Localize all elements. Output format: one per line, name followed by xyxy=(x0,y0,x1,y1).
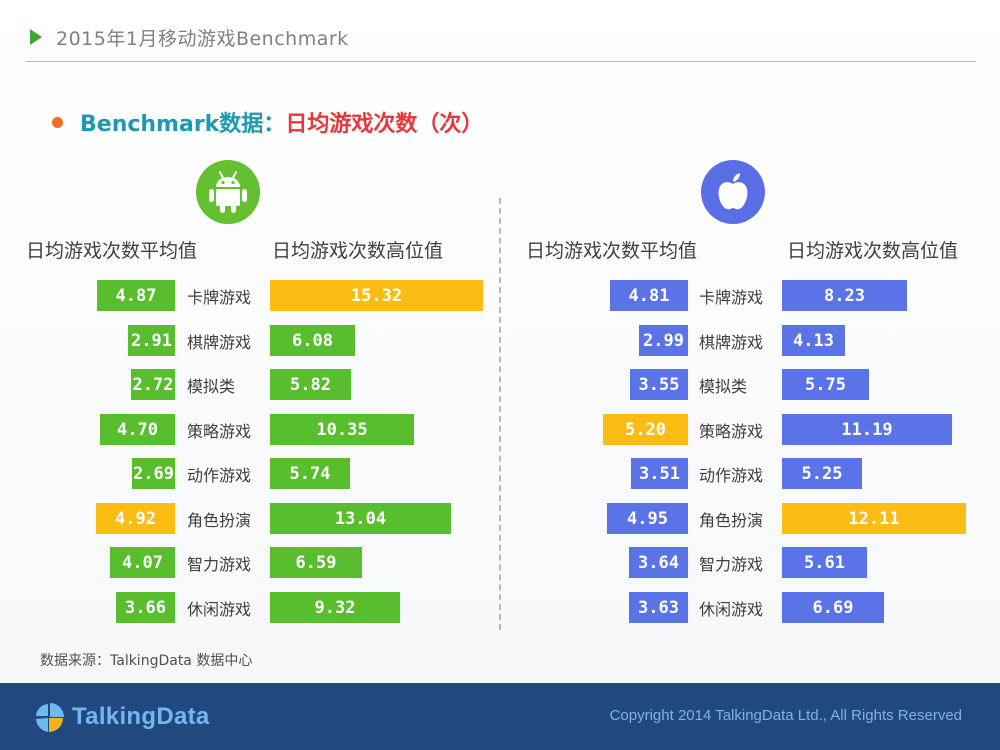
platform-divider xyxy=(499,198,501,630)
ios-high-bar: 8.23 xyxy=(782,280,907,311)
ios-average-bar: 3.55 xyxy=(630,369,688,400)
android-category-label: 策略游戏 xyxy=(187,421,252,441)
ios-high-bar: 5.25 xyxy=(782,458,862,489)
source-note: 数据来源：TalkingData 数据中心 xyxy=(40,653,253,669)
section-heading-prefix: Benchmark数据： xyxy=(80,112,286,137)
android-average-bar: 4.87 xyxy=(97,280,175,311)
android-average-bar: 4.70 xyxy=(100,414,175,445)
play-arrow-icon xyxy=(30,29,42,45)
android-high-bar: 15.32 xyxy=(270,280,483,311)
ios-average-bar: 5.20 xyxy=(603,414,688,445)
ios-average-header: 日均游戏次数平均值 xyxy=(526,240,698,262)
ios-category-label: 休闲游戏 xyxy=(699,599,764,619)
android-logo-icon xyxy=(196,160,260,224)
ios-high-bar: 4.13 xyxy=(782,325,845,356)
android-average-bar: 2.69 xyxy=(132,458,175,489)
title-row: 2015年1月移动游戏Benchmark xyxy=(30,22,349,52)
android-average-bar: 4.92 xyxy=(96,503,175,534)
ios-high-bar: 11.19 xyxy=(782,414,952,445)
section-heading: Benchmark数据： 日均游戏次数（次） xyxy=(52,106,483,138)
android-category-label: 智力游戏 xyxy=(187,554,252,574)
ios-high-bar: 5.75 xyxy=(782,369,869,400)
section-heading-metric: 日均游戏次数（次） xyxy=(285,112,484,137)
android-average-bar: 3.66 xyxy=(116,592,175,623)
ios-category-label: 角色扮演 xyxy=(699,510,764,530)
android-high-bar: 10.35 xyxy=(270,414,414,445)
ios-high-bar: 5.61 xyxy=(782,547,867,578)
android-high-bar: 9.32 xyxy=(270,592,400,623)
logo-text: TalkingData xyxy=(72,703,210,730)
ios-category-label: 智力游戏 xyxy=(699,554,764,574)
ios-category-label: 模拟类 xyxy=(699,376,748,396)
ios-average-bar: 3.51 xyxy=(631,458,688,489)
ios-average-bar: 2.99 xyxy=(639,325,688,356)
ios-category-label: 动作游戏 xyxy=(699,465,764,485)
ios-category-label: 卡牌游戏 xyxy=(699,287,764,307)
bullet-icon xyxy=(52,116,63,128)
apple-logo-icon xyxy=(701,160,765,224)
android-average-bar: 2.91 xyxy=(128,325,175,356)
android-high-bar: 6.08 xyxy=(270,325,355,356)
talkingdata-logo: TalkingData xyxy=(34,701,210,733)
ios-high-header: 日均游戏次数高位值 xyxy=(787,240,959,262)
android-average-bar: 2.72 xyxy=(131,369,175,400)
android-high-bar: 13.04 xyxy=(270,503,451,534)
ios-high-bar: 6.69 xyxy=(782,592,884,623)
ios-high-bar: 12.11 xyxy=(782,503,966,534)
android-average-header: 日均游戏次数平均值 xyxy=(26,240,198,262)
android-category-label: 动作游戏 xyxy=(187,465,252,485)
ios-average-bar: 4.95 xyxy=(607,503,688,534)
android-category-label: 模拟类 xyxy=(187,376,236,396)
ios-average-bar: 4.81 xyxy=(610,280,688,311)
android-category-label: 卡牌游戏 xyxy=(187,287,252,307)
title-divider xyxy=(26,61,976,62)
android-high-header: 日均游戏次数高位值 xyxy=(272,240,444,262)
talkingdata-pie-icon xyxy=(36,703,64,732)
android-high-bar: 5.74 xyxy=(270,458,350,489)
ios-category-label: 棋牌游戏 xyxy=(699,332,764,352)
android-high-bar: 5.82 xyxy=(270,369,351,400)
android-category-label: 角色扮演 xyxy=(187,510,252,530)
android-category-label: 休闲游戏 xyxy=(187,599,252,619)
footer-bar: TalkingData Copyright 2014 TalkingData L… xyxy=(0,683,1000,750)
android-average-bar: 4.07 xyxy=(110,547,175,578)
copyright-text: Copyright 2014 TalkingData Ltd., All Rig… xyxy=(609,707,962,724)
android-category-label: 棋牌游戏 xyxy=(187,332,252,352)
ios-average-bar: 3.64 xyxy=(629,547,688,578)
ios-average-bar: 3.63 xyxy=(629,592,688,623)
slide-title: 2015年1月移动游戏Benchmark xyxy=(56,27,349,50)
android-high-bar: 6.59 xyxy=(270,547,362,578)
ios-category-label: 策略游戏 xyxy=(699,421,764,441)
